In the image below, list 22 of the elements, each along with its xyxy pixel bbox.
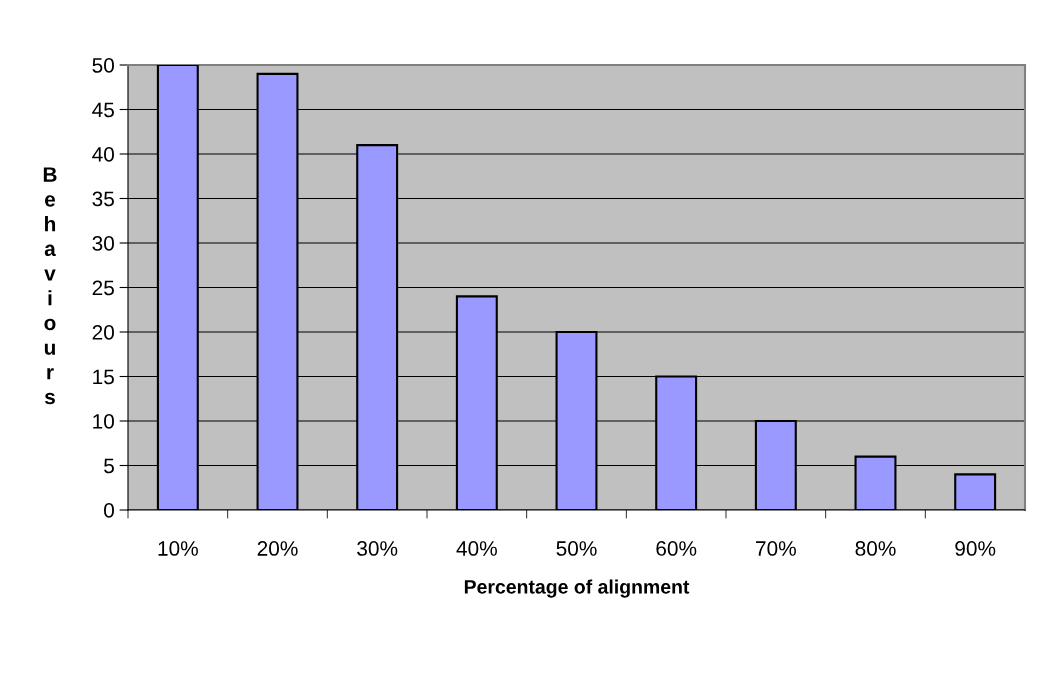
y-tick-label: 10 bbox=[93, 414, 114, 429]
x-tick-label: 70% bbox=[756, 541, 796, 556]
y-tick-label: 30 bbox=[92, 236, 114, 251]
text: Behaviours bbox=[43, 167, 57, 405]
y-tick-label: 35 bbox=[92, 191, 114, 207]
y-tick-label: 25 bbox=[92, 280, 114, 296]
y-tick-label: 5 bbox=[104, 458, 114, 474]
x-tick-label: 30% bbox=[357, 541, 398, 556]
y-tick-label: 15 bbox=[93, 369, 114, 385]
x-tick-label: 40% bbox=[456, 541, 497, 556]
y-tick-label: 40 bbox=[92, 147, 114, 162]
x-axis-title: Percentage of alignment bbox=[464, 579, 690, 598]
y-tick-label: 50 bbox=[92, 58, 114, 73]
x-tick-label: 10% bbox=[158, 541, 198, 556]
y-tick-label: 45 bbox=[92, 102, 114, 118]
y-tick-label: 0 bbox=[104, 503, 114, 518]
x-tick-label: 50% bbox=[556, 541, 597, 556]
x-tick-label: 90% bbox=[955, 541, 996, 556]
y-tick-label: 20 bbox=[92, 325, 114, 340]
x-tick-label: 60% bbox=[656, 541, 697, 556]
x-tick-label: 20% bbox=[257, 541, 298, 556]
x-tick-label: 80% bbox=[855, 541, 896, 556]
